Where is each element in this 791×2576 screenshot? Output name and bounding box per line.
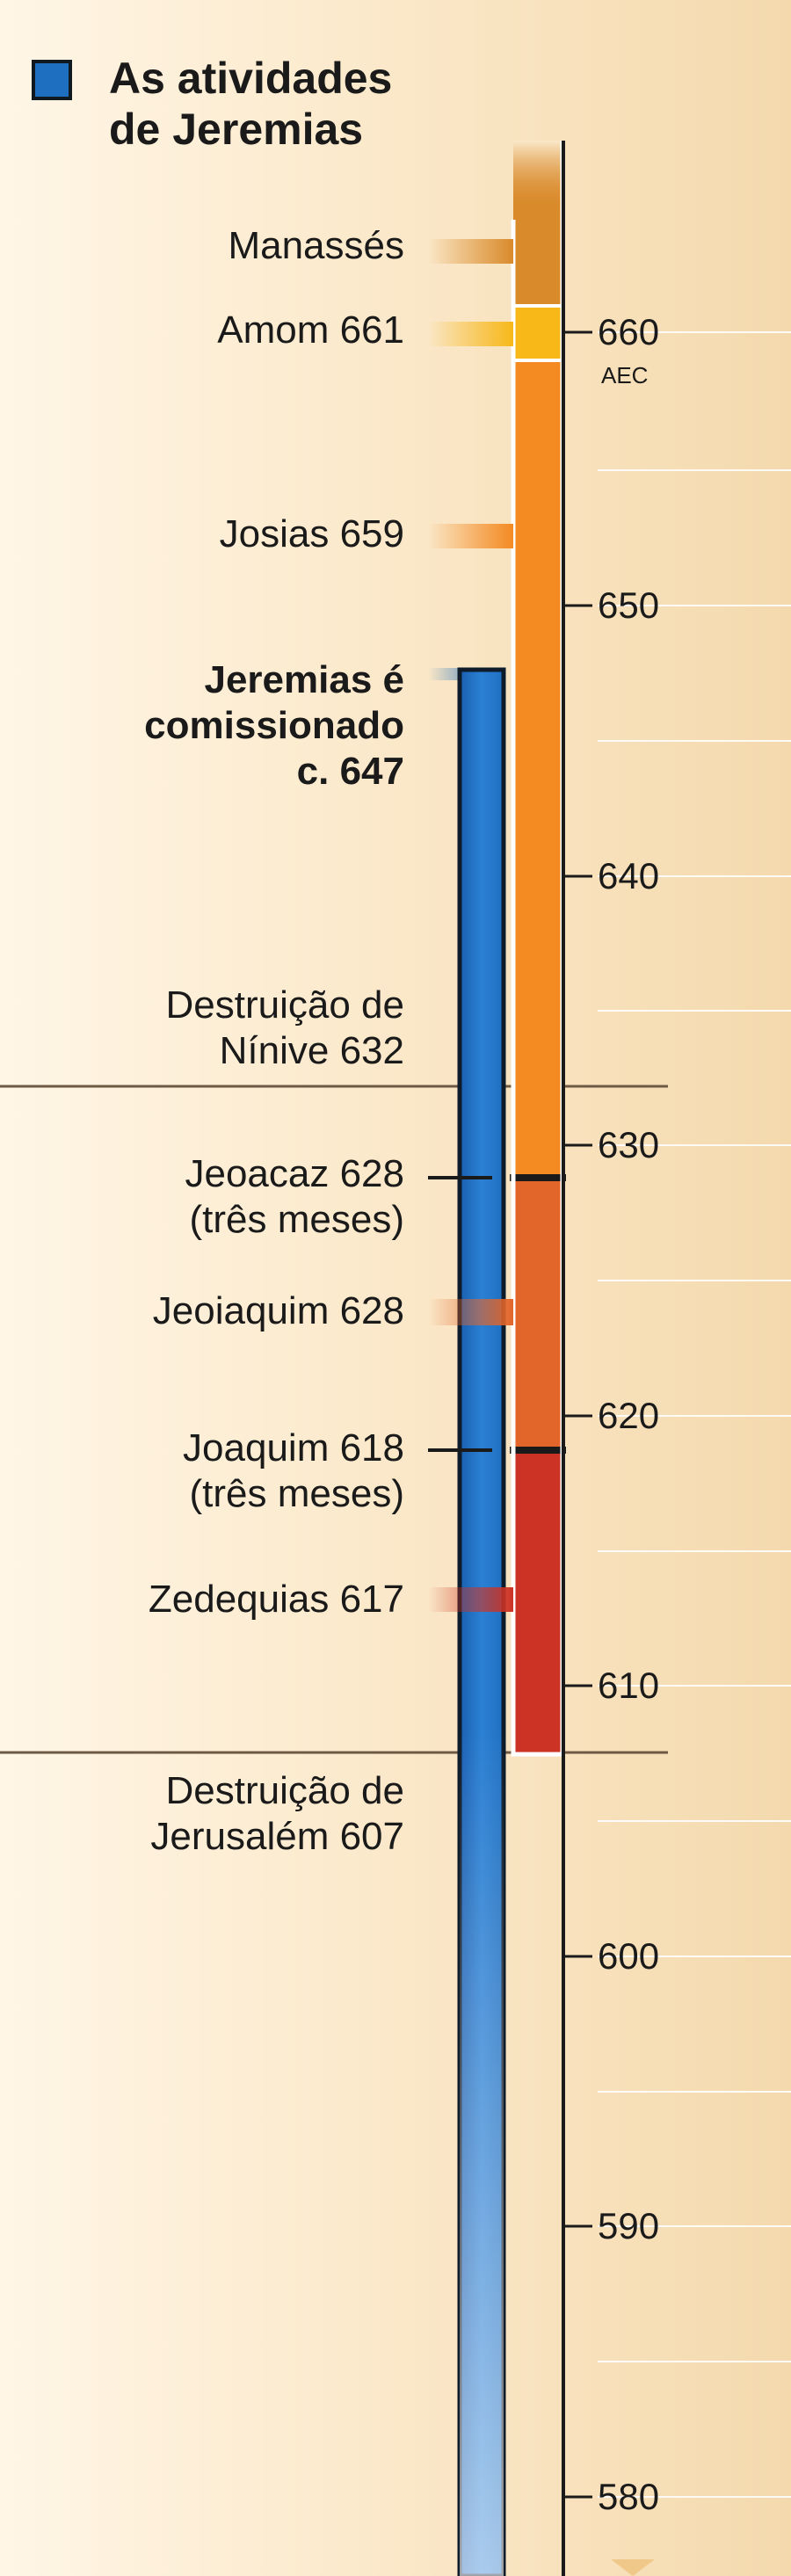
branch-zedequias (428, 1587, 513, 1612)
label-jeoacaz-line1: Jeoacaz 628 (185, 1152, 404, 1195)
label-amom: Amom 661 (217, 308, 404, 352)
year-ticks (562, 330, 592, 2499)
reign-josias (513, 360, 562, 1176)
legend-swatch-jeremias (32, 60, 72, 100)
year-label-640: 640 (598, 855, 660, 896)
year-label-600: 600 (598, 1935, 660, 1977)
branch-jeoiaquim (428, 1299, 513, 1325)
label-jeremias-line2: comissionado (144, 704, 404, 747)
jeremias-bar (428, 667, 506, 2576)
branch-manasses (428, 239, 513, 264)
year-label-580: 580 (598, 2476, 660, 2517)
label-ninive-line2: Nínive 632 (219, 1029, 404, 1072)
year-label-630: 630 (598, 1124, 660, 1165)
arrow-down-icon (611, 2559, 655, 2576)
label-josias: Josias 659 (219, 512, 404, 555)
label-joaquim-line1: Joaquim 618 (183, 1426, 404, 1469)
legend-title-line2: de Jeremias (109, 105, 364, 154)
label-jeoacaz: Jeoacaz 628 (três meses) (185, 1151, 404, 1243)
label-jerusalem-line2: Jerusalém 607 (150, 1815, 404, 1858)
connector-branches (428, 239, 513, 1612)
reign-jeoiaquim (513, 1176, 562, 1450)
label-destruicao-ninive: Destruição de Nínive 632 (166, 983, 404, 1074)
era-label: AEC (601, 362, 649, 388)
year-gridlines (598, 331, 791, 2498)
year-label-650: 650 (598, 584, 660, 626)
label-jerusalem-line1: Destruição de (165, 1769, 404, 1812)
reign-zedequias (513, 1450, 562, 1754)
label-ninive-line1: Destruição de (165, 983, 404, 1027)
label-destruicao-jerusalem: Destruição de Jerusalém 607 (150, 1768, 404, 1860)
branch-amom (428, 322, 513, 346)
year-label-660: 660 (598, 311, 660, 352)
year-label-590: 590 (598, 2205, 660, 2246)
label-joaquim-line2: (três meses) (189, 1472, 404, 1515)
label-joaquim: Joaquim 618 (três meses) (183, 1426, 404, 1517)
year-label-620: 620 (598, 1395, 660, 1436)
branch-josias (428, 524, 513, 548)
label-jeremias-line3: c. 647 (296, 750, 404, 793)
label-zedequias: Zedequias 617 (148, 1578, 404, 1621)
label-manasses: Manassés (228, 224, 404, 267)
reign-amom (513, 306, 562, 360)
legend-title-line1: As atividades (109, 54, 393, 103)
label-jeoiaquim: Jeoiaquim 628 (152, 1289, 404, 1332)
label-jeremias-comissionado: Jeremias é comissionado c. 647 (144, 657, 404, 795)
year-label-610: 610 (598, 1665, 660, 1706)
kings-column (510, 141, 566, 2576)
label-jeremias-line1: Jeremias é (204, 658, 404, 701)
label-jeoacaz-line2: (três meses) (189, 1198, 404, 1241)
legend-title: As atividades de Jeremias (109, 53, 478, 155)
